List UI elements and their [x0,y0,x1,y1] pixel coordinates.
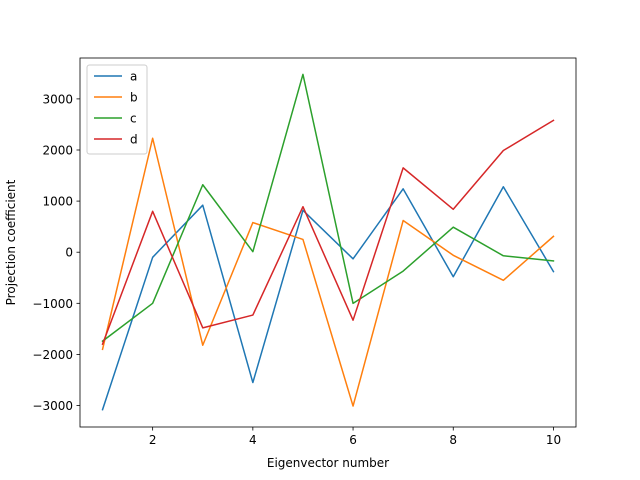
y-tick-label: −3000 [32,399,73,413]
axes-frame [79,57,577,428]
legend-box [86,64,148,155]
series-line-b [101,137,555,407]
y-tick-label: 2000 [42,143,73,157]
x-tick-label: 4 [249,433,257,447]
plot-area: 2 4 6 8 10 −3000 −2000 −1000 0 1000 2000 3000 Eigenv… [4,57,577,470]
legend-label-c: c [130,112,137,126]
y-tick-label: −1000 [32,297,73,311]
y-tick-label: 1000 [42,195,73,209]
x-tick-label: 10 [546,433,561,447]
legend-label-d: d [130,133,138,147]
x-tick-label: 6 [349,433,357,447]
legend-label-b: b [130,91,138,105]
y-tick-label: −2000 [32,348,73,362]
y-tick-label: 0 [65,246,73,260]
y-tick-label: 3000 [42,92,73,106]
y-axis-label: Projection coefficient [4,179,18,305]
x-axis-label: Eigenvector number [267,456,389,470]
legend-label-a: a [130,70,137,84]
series-line-a [101,186,555,411]
series-line-c [101,73,555,343]
series-line-d [101,119,555,346]
x-tick-label: 8 [449,433,457,447]
x-tick-label: 2 [149,433,157,447]
